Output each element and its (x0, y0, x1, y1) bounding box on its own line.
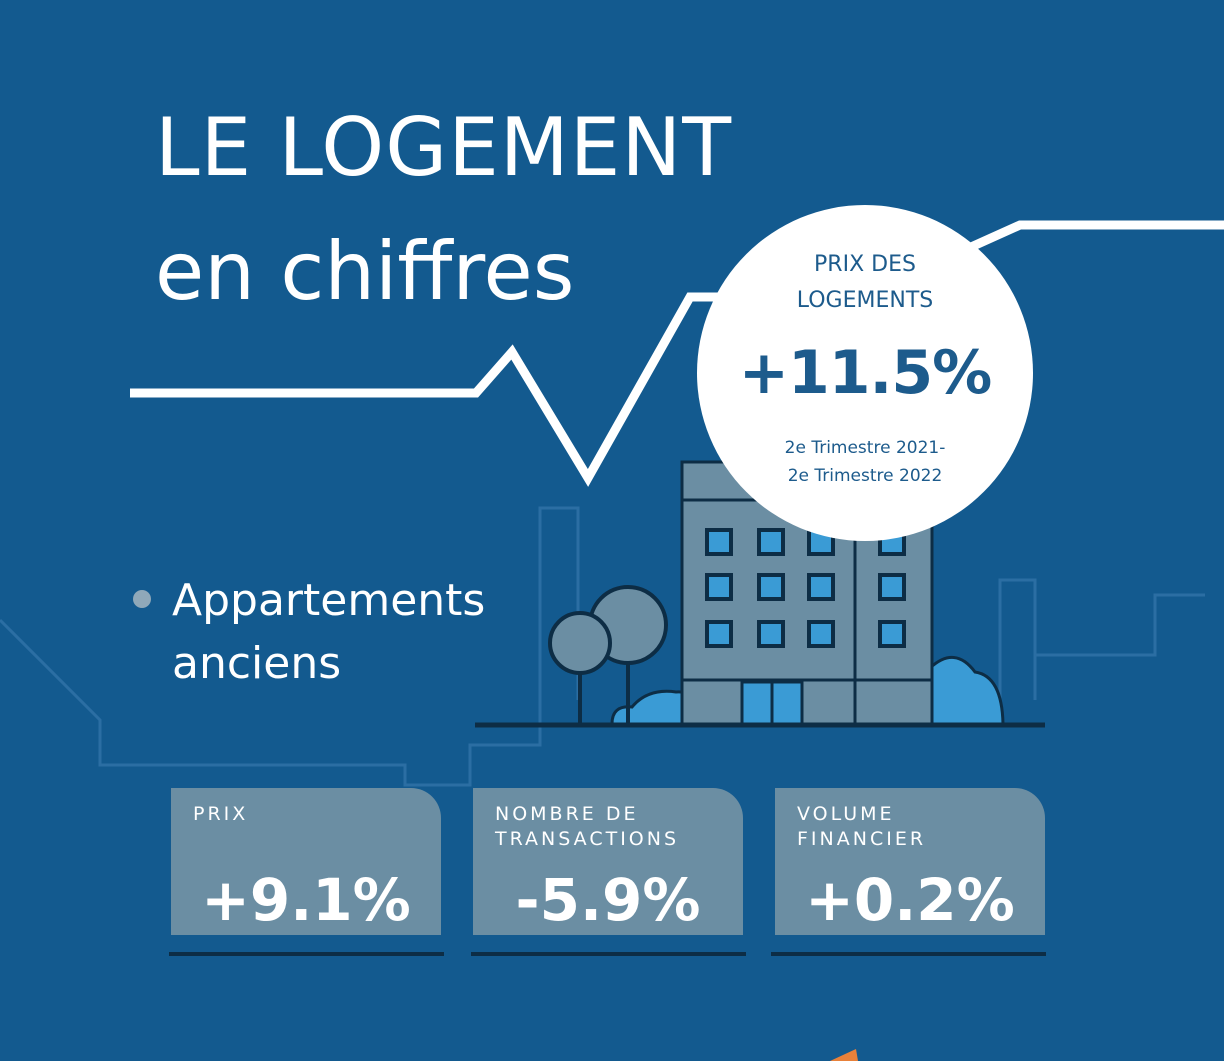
highlight-value: +11.5% (738, 338, 992, 408)
orange-accent (830, 1049, 858, 1061)
skyline-outline (0, 506, 1205, 787)
stat-card-volume: VOLUME FINANCIER +0.2% (775, 788, 1045, 935)
stat-value: -5.9% (515, 866, 701, 934)
stat-underline (169, 952, 444, 956)
stat-label: VOLUME FINANCIER (797, 803, 927, 850)
highlight-period-line1: 2e Trimestre 2021- (784, 438, 946, 458)
page-title-line2: en chiffres (155, 225, 575, 318)
highlight-label-line1: PRIX DES (814, 252, 916, 277)
stat-value: +0.2% (805, 866, 1015, 934)
stat-card-prix: PRIX +9.1% (171, 788, 441, 935)
stat-label: PRIX (193, 803, 249, 825)
section-bullet (133, 590, 151, 608)
stat-underline (471, 952, 746, 956)
page-title-line1: LE LOGEMENT (155, 101, 733, 194)
highlight-period-line2: 2e Trimestre 2022 (787, 466, 943, 486)
stat-label: NOMBRE DE TRANSACTIONS (495, 803, 680, 850)
windows (705, 528, 906, 648)
bush-right (928, 656, 1005, 726)
tree-left (548, 611, 612, 675)
section-title-line2: anciens (172, 638, 342, 689)
section-title-line1: Appartements (172, 575, 486, 626)
highlight-circle: PRIX DES LOGEMENTS +11.5% 2e Trimestre 2… (697, 205, 1033, 541)
highlight-label-line2: LOGEMENTS (796, 288, 934, 313)
stat-value: +9.1% (201, 866, 411, 934)
trend-line (130, 220, 1224, 487)
stat-underline (771, 952, 1046, 956)
stat-card-transactions: NOMBRE DE TRANSACTIONS -5.9% (473, 788, 743, 935)
